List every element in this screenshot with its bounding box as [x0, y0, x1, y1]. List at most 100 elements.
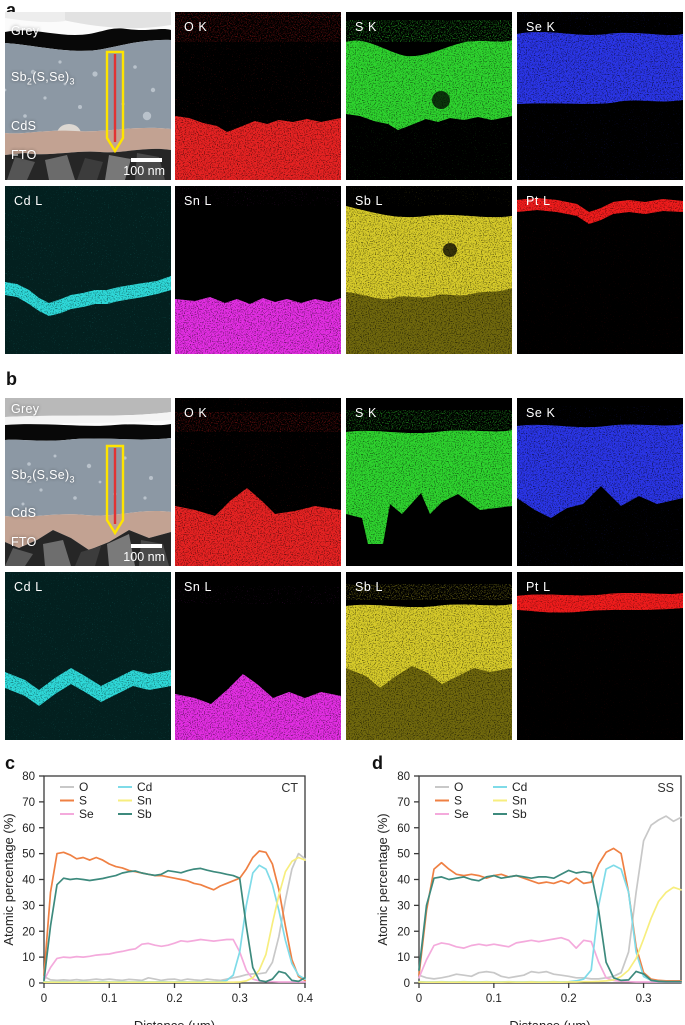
eds-map-a-pt-l: Pt L — [517, 186, 683, 354]
eds-map-a-s-k: S K — [346, 12, 512, 180]
chart-graphic-c: 0 10 20 30 40 50 60 70 80 0 0.1 0.2 0.3 0.4 Atomic per… — [1, 771, 314, 1025]
eds-map-a-o-k: O K — [175, 12, 341, 180]
eds-map-graphic — [5, 572, 171, 740]
eds-map-label: S K — [355, 406, 377, 420]
tem-b-label-absorber: Sb2(S,Se)3 — [11, 468, 75, 485]
eds-map-label: Se K — [526, 406, 556, 420]
tem-image-b: Grey Sb2(S,Se)3 CdS FTO 100 nm — [5, 398, 171, 566]
eds-map-label: Sb L — [355, 194, 384, 208]
line-chart-ct: 0 10 20 30 40 50 60 70 80 0 0.1 0.2 0.3 0.4 Atomic per… — [0, 753, 345, 1025]
tem-image-a: Grey Sb2(S,Se)3 CdS FTO 100 nm — [5, 12, 171, 180]
svg-text:Atomic percentage (%): Atomic percentage (%) — [1, 813, 16, 945]
svg-text:70: 70 — [397, 797, 410, 809]
panel-label-c: c — [5, 753, 16, 773]
eds-map-b-o-k: O K — [175, 398, 341, 566]
panel-label-b: b — [6, 369, 17, 389]
eds-map-label: Pt L — [526, 194, 551, 208]
svg-text:0.3: 0.3 — [636, 993, 652, 1005]
scale-bar-a — [131, 158, 162, 162]
eds-map-graphic — [517, 186, 683, 354]
eds-map-a-sn-l: Sn L — [175, 186, 341, 354]
eds-map-label: Se K — [526, 20, 556, 34]
eds-map-b-sn-l: Sn L — [175, 572, 341, 740]
tem-a-label-absorber: Sb2(S,Se)3 — [11, 70, 75, 87]
svg-text:20: 20 — [22, 926, 35, 938]
eds-map-label: Sn L — [184, 580, 213, 594]
eds-map-graphic — [517, 12, 683, 180]
svg-text:50: 50 — [397, 849, 410, 861]
eds-map-graphic — [175, 186, 341, 354]
eds-map-graphic — [175, 398, 341, 566]
svg-text:0.1: 0.1 — [486, 993, 502, 1005]
eds-map-b-cd-l: Cd L — [5, 572, 171, 740]
svg-text:70: 70 — [22, 797, 35, 809]
svg-text:30: 30 — [397, 900, 410, 912]
scale-text-b: 100 nm — [123, 550, 165, 564]
eds-map-label: Cd L — [14, 194, 43, 208]
svg-text:0: 0 — [41, 993, 47, 1005]
eds-map-graphic — [517, 572, 683, 740]
svg-text:10: 10 — [397, 952, 410, 964]
eds-map-b-sb-l: Sb L — [346, 572, 512, 740]
eds-map-b-s-k: S K — [346, 398, 512, 566]
eds-map-graphic — [517, 398, 683, 566]
svg-text:0.1: 0.1 — [101, 993, 117, 1005]
svg-text:50: 50 — [22, 849, 35, 861]
svg-text:60: 60 — [22, 823, 35, 835]
chart-graphic-d: 0 10 20 30 40 50 60 70 80 0 0.1 0.2 0.3 Atomic percen… — [375, 771, 682, 1025]
eds-map-label: O K — [184, 20, 208, 34]
eds-map-b-se-k: Se K — [517, 398, 683, 566]
eds-map-label: Pt L — [526, 580, 551, 594]
svg-text:Distance (μm): Distance (μm) — [509, 1018, 590, 1025]
panel-label-a: a — [6, 0, 17, 20]
svg-text:30: 30 — [22, 900, 35, 912]
svg-text:40: 40 — [22, 875, 35, 887]
svg-text:80: 80 — [397, 771, 410, 783]
svg-text:80: 80 — [22, 771, 35, 783]
svg-text:0: 0 — [404, 978, 410, 990]
svg-text:O: O — [454, 780, 463, 794]
svg-text:40: 40 — [397, 875, 410, 887]
svg-text:0: 0 — [29, 978, 35, 990]
tem-a-graphic — [5, 12, 171, 180]
eds-map-graphic — [346, 186, 512, 354]
svg-text:0.3: 0.3 — [232, 993, 248, 1005]
eds-map-graphic — [5, 186, 171, 354]
line-chart-ss: 0 10 20 30 40 50 60 70 80 0 0.1 0.2 0.3 Atomic percen… — [374, 753, 685, 1025]
eds-map-label: Sb L — [355, 580, 384, 594]
tem-a-label-cds: CdS — [11, 119, 37, 133]
svg-text:60: 60 — [397, 823, 410, 835]
svg-text:Distance (μm): Distance (μm) — [134, 1018, 215, 1025]
svg-text:Cd: Cd — [137, 780, 152, 794]
tem-a-label-fto: FTO — [11, 148, 37, 162]
eds-map-label: Sn L — [184, 194, 213, 208]
svg-text:CT: CT — [281, 781, 298, 795]
scale-text-a: 100 nm — [123, 164, 165, 178]
eds-map-label: Cd L — [14, 580, 43, 594]
eds-map-graphic — [346, 12, 512, 180]
tem-b-label-fto: FTO — [11, 535, 37, 549]
eds-map-b-pt-l: Pt L — [517, 572, 683, 740]
eds-map-graphic — [346, 572, 512, 740]
tem-b-label-cds: CdS — [11, 506, 37, 520]
svg-text:Sb: Sb — [512, 807, 527, 821]
tem-a-label-grey: Grey — [11, 24, 40, 38]
eds-map-label: S K — [355, 20, 377, 34]
svg-text:0.2: 0.2 — [167, 993, 183, 1005]
svg-text:O: O — [79, 780, 88, 794]
panel-label-d: d — [372, 753, 383, 773]
svg-text:Sn: Sn — [137, 794, 152, 808]
tem-b-graphic — [5, 398, 171, 566]
svg-text:Se: Se — [79, 807, 94, 821]
tem-b-label-grey: Grey — [11, 402, 40, 416]
svg-text:Atomic percentage (%): Atomic percentage (%) — [375, 813, 390, 945]
linescan-arrow-b — [105, 444, 125, 536]
eds-map-a-cd-l: Cd L — [5, 186, 171, 354]
svg-text:0.2: 0.2 — [561, 993, 577, 1005]
svg-text:0.4: 0.4 — [297, 993, 314, 1005]
eds-map-graphic — [175, 12, 341, 180]
svg-text:S: S — [454, 794, 462, 808]
eds-map-a-se-k: Se K — [517, 12, 683, 180]
svg-text:Sn: Sn — [512, 794, 527, 808]
